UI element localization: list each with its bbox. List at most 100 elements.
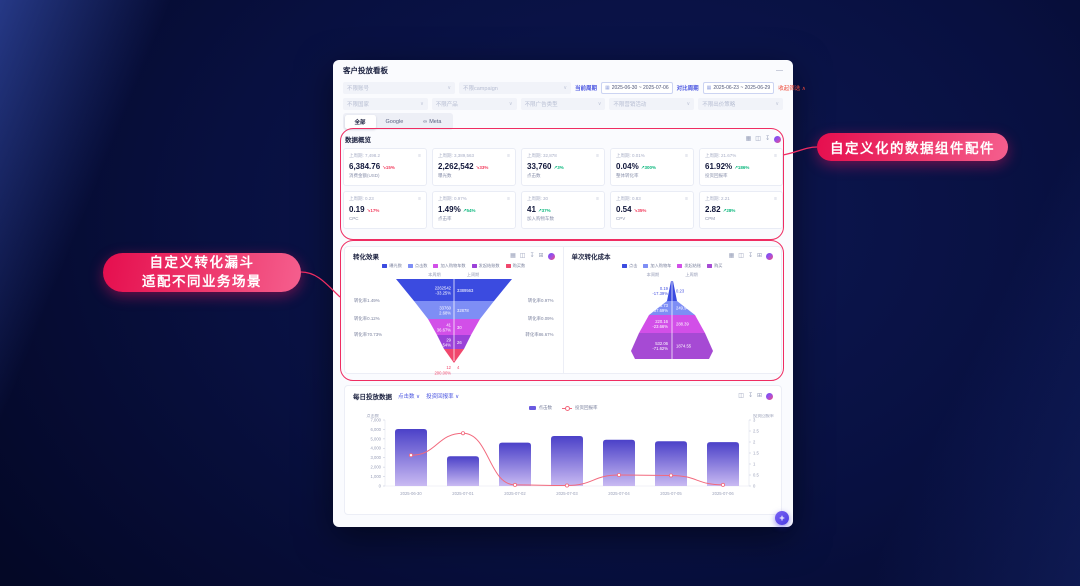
svg-text:6,000: 6,000: [371, 427, 382, 432]
legend-label: 投资回报率: [575, 405, 598, 410]
conversion-rate-label: 转化率0.09%: [527, 316, 554, 321]
menu-icon[interactable]: ≡: [596, 153, 599, 159]
kpi-previous-value: 上周期: 32,878: [527, 153, 557, 158]
svg-text:-71.62%: -71.62%: [653, 346, 669, 351]
svg-text:1: 1: [753, 461, 756, 466]
legend-item[interactable]: 发起结账: [677, 263, 701, 269]
legend-item[interactable]: 购买数: [505, 263, 526, 269]
legend-label: 点击数: [538, 405, 553, 410]
svg-text:3389563: 3389563: [457, 288, 474, 293]
tab-Meta[interactable]: ∞ Meta: [413, 115, 451, 129]
kpi-value-row: 2,262,542 ↘33%: [438, 162, 510, 171]
app-logo-badge[interactable]: [547, 252, 555, 260]
conversion-rate-label: 转化率70.73%: [354, 332, 383, 337]
app-logo-badge[interactable]: [766, 392, 773, 400]
metric-selector[interactable]: 投资回报率 ∨: [426, 394, 460, 400]
kpi-value: 1.49%: [438, 204, 461, 214]
kpi-value: 0.54: [616, 204, 632, 214]
menu-icon[interactable]: ≡: [507, 196, 510, 202]
copy-icon[interactable]: ⊞: [538, 253, 544, 259]
kpi-metric-label: 点击数: [527, 173, 541, 178]
kpi-value: 2.82: [705, 204, 721, 214]
columns-icon[interactable]: ◫: [519, 253, 526, 259]
copy-icon[interactable]: ⊞: [756, 393, 762, 399]
kpi-card: 上周期: 30 ≡ 41 ↗37% 加入购物车数: [521, 191, 605, 229]
legend-item[interactable]: 发起结账数: [471, 263, 500, 269]
menu-icon[interactable]: ≡: [418, 153, 421, 159]
svg-text:0.5: 0.5: [753, 472, 759, 477]
filter-select[interactable]: 不限营销活动 ∨: [609, 98, 695, 110]
tab-Google[interactable]: Google: [376, 115, 414, 129]
chevron-down-icon: ∨: [447, 85, 451, 91]
kpi-value: 6,384.76: [349, 161, 381, 171]
conversion-funnel-chart: 2262542 -33.25% 3389563 33760 2.68% 32878 41 36…: [345, 279, 563, 377]
kpi-change-badge: ↘15%: [382, 164, 395, 170]
chevron-down-icon: ∨: [563, 85, 567, 91]
columns-icon[interactable]: ◫: [738, 253, 744, 259]
minimize-icon[interactable]: —: [776, 67, 783, 74]
table-icon[interactable]: ▦: [510, 253, 516, 259]
metric-selector[interactable]: 点击数 ∨: [398, 394, 421, 400]
filter-select[interactable]: 不限广告类型 ∨: [520, 98, 606, 110]
columns-icon[interactable]: ◫: [755, 136, 761, 142]
menu-icon[interactable]: ≡: [774, 196, 777, 202]
svg-text:-17.39%: -17.39%: [653, 291, 669, 296]
legend-item[interactable]: 曝光数: [382, 263, 402, 269]
svg-text:-37.69%: -37.69%: [653, 308, 669, 313]
menu-icon[interactable]: ≡: [507, 153, 510, 159]
legend-swatch: [622, 264, 627, 268]
kpi-value-row: 61.92% ↗186%: [705, 162, 777, 171]
svg-text:33760: 33760: [439, 306, 451, 311]
kpi-card: 上周期: 0.01% ≡ 0.04% ↗300% 整体转化率: [610, 148, 694, 186]
copy-icon[interactable]: ⊞: [756, 253, 762, 259]
kpi-metric-label: 点击率: [438, 216, 452, 221]
legend-item[interactable]: 投资回报率: [562, 405, 598, 411]
filter-select[interactable]: 不限账号 ∨: [343, 82, 455, 94]
ai-assistant-button[interactable]: +: [775, 511, 789, 525]
legend-label: 点击数: [414, 263, 428, 268]
current-period-daterange[interactable]: ▦ 2025-06-30 ~ 2025-07-06: [601, 82, 673, 94]
svg-text:2025-07-04: 2025-07-04: [608, 491, 630, 496]
legend-label: 购买数: [512, 263, 526, 268]
legend-label: 点击: [629, 263, 638, 268]
collapse-filters-link[interactable]: 收起筛选 ∧: [778, 86, 806, 92]
legend-item[interactable]: 点击数: [407, 263, 428, 269]
menu-icon[interactable]: ≡: [774, 153, 777, 159]
table-icon[interactable]: ▦: [745, 136, 752, 142]
legend-item[interactable]: 购买: [707, 263, 723, 269]
legend-item[interactable]: 点击: [622, 263, 637, 269]
overview-title: 数据概览: [345, 137, 371, 144]
compare-period-daterange[interactable]: ▦ 2025-06-23 ~ 2025-06-29: [702, 82, 775, 94]
legend-item[interactable]: 加入购物车: [643, 263, 671, 269]
legend-item[interactable]: 点击数: [528, 405, 553, 411]
app-logo-badge[interactable]: [766, 252, 773, 260]
download-icon[interactable]: ↧: [747, 393, 753, 399]
filter-select[interactable]: 不限campaign ∨: [459, 82, 571, 94]
legend-item[interactable]: 加入购物车数: [433, 263, 466, 269]
menu-icon[interactable]: ≡: [685, 153, 688, 159]
svg-text:2262542: 2262542: [434, 286, 451, 291]
svg-text:3,000: 3,000: [371, 455, 382, 460]
filter-select-placeholder: 不限国家: [347, 102, 370, 108]
download-icon[interactable]: ↧: [529, 253, 535, 259]
legend-label: 发起结账数: [478, 263, 500, 268]
calendar-icon: ▦: [706, 85, 712, 91]
download-icon[interactable]: ↧: [764, 136, 770, 142]
tab-全部[interactable]: 全部: [344, 114, 376, 129]
menu-icon[interactable]: ≡: [685, 196, 688, 202]
kpi-change-badge: ↘35%: [633, 207, 647, 213]
table-icon[interactable]: ▦: [728, 253, 735, 259]
menu-icon[interactable]: ≡: [418, 196, 421, 202]
download-icon[interactable]: ↧: [747, 253, 753, 259]
menu-icon[interactable]: ≡: [596, 196, 599, 202]
filter-select[interactable]: 不限国家 ∨: [343, 98, 428, 110]
columns-icon[interactable]: ◫: [738, 393, 744, 399]
app-logo-badge[interactable]: [774, 135, 781, 143]
period-label: 上周期: [466, 272, 480, 277]
kpi-metric-label: CPM: [705, 216, 715, 221]
kpi-previous-period: 上周期: 0.97% ≡: [438, 196, 510, 202]
daily-panel-title: 每日投放数据: [353, 394, 392, 401]
filter-select[interactable]: 不限产品 ∨: [431, 98, 517, 110]
kpi-value: 0.04%: [616, 161, 639, 171]
filter-select[interactable]: 不限出价策略 ∨: [698, 98, 783, 110]
